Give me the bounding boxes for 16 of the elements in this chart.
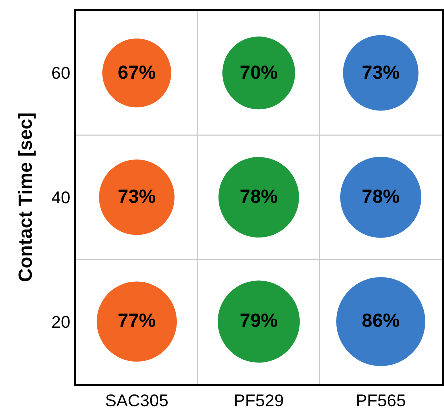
y-tick-label: 20 [52,312,71,332]
annotation: 79% [240,311,278,332]
x-tick-label: PF529 [234,391,284,410]
x-tick-label: SAC305 [105,391,169,410]
annotation: 77% [118,311,156,332]
y-tick-label: 40 [52,188,71,208]
y-tick-label: 60 [52,64,71,84]
annotation: 73% [118,187,156,208]
annotation: 70% [240,63,278,84]
annotation: 78% [362,187,400,208]
annotation: 67% [118,63,156,84]
annotation: 73% [362,63,400,84]
x-tick-label: PF565 [356,391,406,410]
annotation: 86% [362,311,400,332]
annotation: 78% [240,187,278,208]
y-axis-title: Contact Time [sec] [16,112,38,282]
